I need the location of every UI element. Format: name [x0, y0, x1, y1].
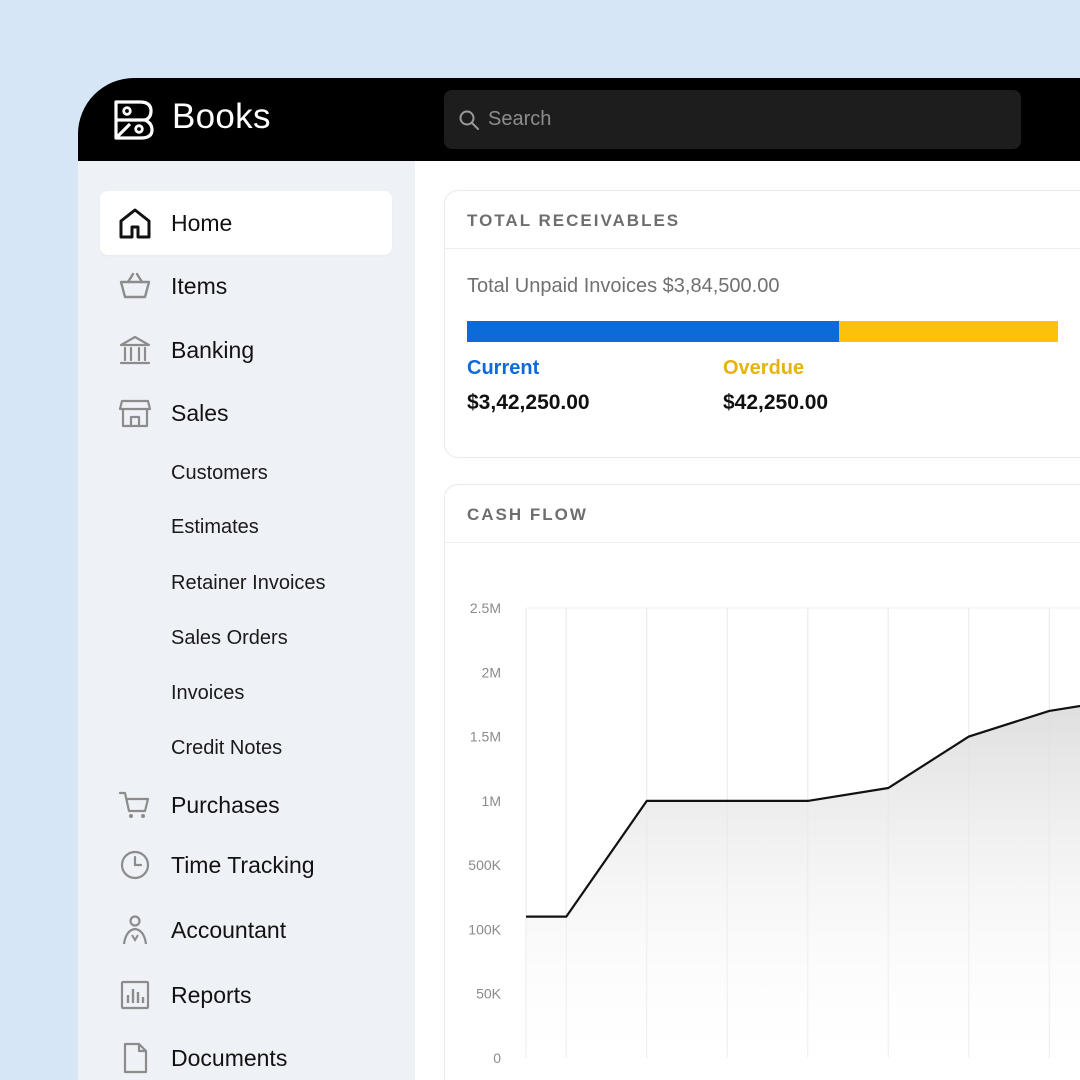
basket-icon [118, 269, 152, 303]
y-axis: 0 50K 100K 500K 1M 1.5M 2M 2.5M [468, 600, 501, 1066]
sidebar-item-label: Purchases [171, 791, 280, 818]
sidebar-subitem-sales-orders[interactable]: Sales Orders [171, 627, 288, 649]
current-label: Current [467, 357, 540, 379]
y-tick-label: 2M [482, 664, 501, 680]
sidebar-item-label: Accountant [171, 916, 287, 943]
chart-area-layer [526, 704, 1080, 1058]
cart-icon [118, 788, 152, 822]
y-tick-label: 0 [493, 1050, 501, 1066]
card-title: TOTAL RECEIVABLES [467, 211, 681, 230]
y-tick-label: 100K [468, 921, 501, 937]
sidebar-item-home[interactable]: Home [100, 191, 392, 255]
store-icon [118, 396, 152, 430]
search-icon [459, 110, 479, 130]
card-title: CASH FLOW [467, 505, 588, 524]
app-title: Books [172, 97, 271, 136]
sidebar-item-label: Time Tracking [171, 851, 315, 878]
home-icon [118, 206, 152, 240]
sidebar-subitem-credit-notes[interactable]: Credit Notes [171, 737, 283, 759]
current-value: $3,42,250.00 [467, 391, 590, 414]
sidebar-item-banking[interactable]: Banking [100, 318, 392, 382]
app-window: Books Home Items Banking [78, 78, 1080, 1080]
sidebar-subitem-retainer-invoices[interactable]: Retainer Invoices [171, 572, 326, 594]
cash-flow-card: CASH FLOW 0 50K 100K 500K 1M 1.5M 2M 2.5M [444, 484, 1080, 1080]
sidebar-item-label: Home [171, 209, 233, 236]
search-input[interactable] [488, 100, 1008, 138]
overdue-bar-segment [839, 321, 1058, 342]
total-unpaid-invoices: Total Unpaid Invoices $3,84,500.00 [467, 275, 780, 297]
sidebar-subitem-invoices[interactable]: Invoices [171, 682, 245, 704]
sidebar: Home Items Banking Sales Customers Estim… [78, 161, 415, 1080]
y-tick-label: 1.5M [470, 729, 501, 745]
card-header: TOTAL RECEIVABLES [445, 191, 1080, 249]
current-bar-segment [467, 321, 840, 342]
overdue-value: $42,250.00 [723, 391, 829, 414]
cash-flow-area [526, 706, 1080, 1058]
bank-icon [118, 333, 152, 367]
sidebar-item-time-tracking[interactable]: Time Tracking [100, 833, 392, 897]
search-bar[interactable] [444, 90, 1021, 149]
total-receivables-card: TOTAL RECEIVABLES Total Unpaid Invoices … [444, 190, 1080, 458]
y-tick-label: 1M [482, 793, 501, 809]
document-icon [118, 1041, 152, 1075]
receivables-bar [467, 321, 1058, 342]
sidebar-item-label: Sales [171, 399, 229, 426]
sidebar-item-label: Reports [171, 981, 252, 1008]
sidebar-item-reports[interactable]: Reports [100, 963, 392, 1027]
books-logo-icon[interactable] [110, 98, 156, 142]
sidebar-item-label: Documents [171, 1044, 288, 1071]
sidebar-item-items[interactable]: Items [100, 254, 392, 318]
sidebar-item-purchases[interactable]: Purchases [100, 773, 392, 837]
sidebar-item-label: Items [171, 272, 228, 299]
overdue-label: Overdue [723, 357, 805, 379]
cash-flow-line [526, 704, 1080, 918]
sidebar-item-accountant[interactable]: Accountant [100, 898, 392, 962]
sidebar-item-documents[interactable]: Documents [100, 1026, 392, 1080]
sidebar-subitem-estimates[interactable]: Estimates [171, 516, 259, 538]
card-header: CASH FLOW [445, 485, 1080, 543]
cash-flow-chart: 0 50K 100K 500K 1M 1.5M 2M 2.5M [468, 600, 1080, 1066]
accountant-icon [118, 913, 152, 947]
y-tick-label: 500K [468, 857, 501, 873]
reports-icon [118, 978, 152, 1012]
clock-icon [118, 848, 152, 882]
y-tick-label: 50K [476, 986, 502, 1002]
sidebar-item-label: Banking [171, 336, 255, 363]
y-tick-label: 2.5M [470, 600, 501, 616]
top-bar: Books [78, 78, 1080, 161]
sidebar-item-sales[interactable]: Sales [100, 381, 392, 445]
sidebar-subitem-customers[interactable]: Customers [171, 462, 268, 484]
